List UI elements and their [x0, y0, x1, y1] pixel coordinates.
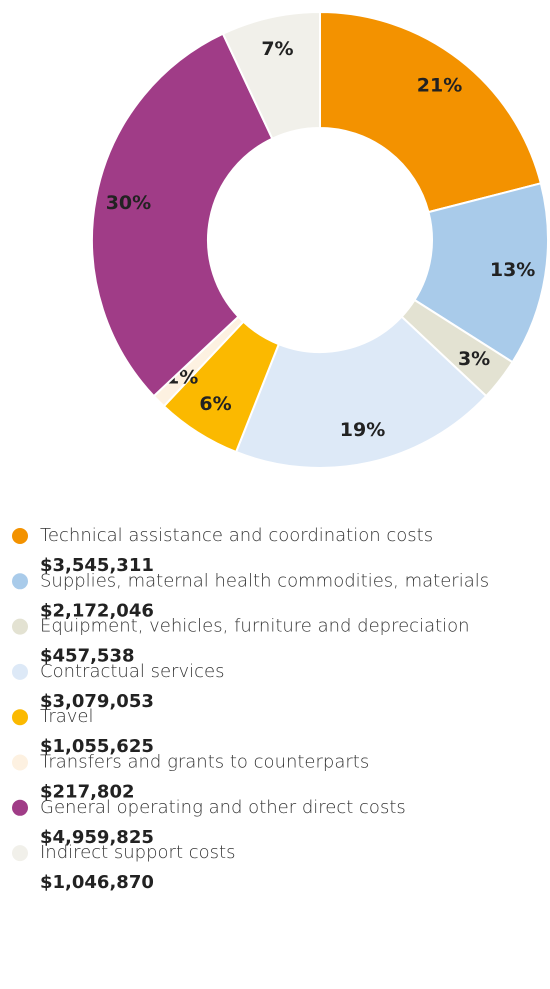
legend-swatch	[12, 845, 28, 862]
data-label: 7%	[261, 38, 293, 60]
legend-amount: $2,172,046	[40, 600, 154, 621]
legend-label: Technical assistance and coordination co…	[40, 525, 433, 546]
legend-swatch	[12, 663, 28, 680]
legend-amount: $4,959,825	[40, 827, 154, 848]
legend-swatch	[12, 528, 28, 544]
legend-swatch	[12, 754, 28, 771]
data-label: 3%	[458, 348, 490, 370]
legend-swatch	[12, 573, 28, 590]
legend-swatch	[12, 709, 28, 726]
data-label: 19%	[340, 419, 385, 441]
legend-amount: $3,079,053	[40, 691, 154, 712]
legend-label: Indirect support costs	[40, 842, 235, 863]
legend-amount: $1,046,870	[40, 872, 154, 893]
legend-label: Transfers and grants to counterparts	[40, 752, 369, 773]
data-label: 21%	[417, 74, 462, 96]
donut-slice	[319, 10, 543, 214]
data-label: 13%	[490, 259, 535, 281]
data-label: 30%	[106, 192, 151, 214]
legend-label: General operating and other direct costs	[40, 797, 406, 818]
legend-label: Equipment, vehicles, furniture and depre…	[40, 616, 470, 637]
data-label: 6%	[199, 393, 231, 415]
legend-amount: $457,538	[40, 646, 135, 667]
legend-swatch	[12, 799, 28, 816]
donut-slice	[221, 10, 321, 140]
legend-label: Travel	[40, 706, 94, 727]
legend-swatch	[12, 618, 28, 635]
legend-label: Contractual services	[40, 661, 224, 682]
legend-amount: $3,545,311	[40, 555, 154, 576]
legend-amount: $217,802	[40, 782, 135, 803]
legend-label: Supplies, maternal health commodities, m…	[40, 570, 489, 591]
donut-slice	[234, 315, 488, 469]
donut-slice	[90, 32, 274, 398]
legend-amount: $1,055,625	[40, 736, 154, 757]
